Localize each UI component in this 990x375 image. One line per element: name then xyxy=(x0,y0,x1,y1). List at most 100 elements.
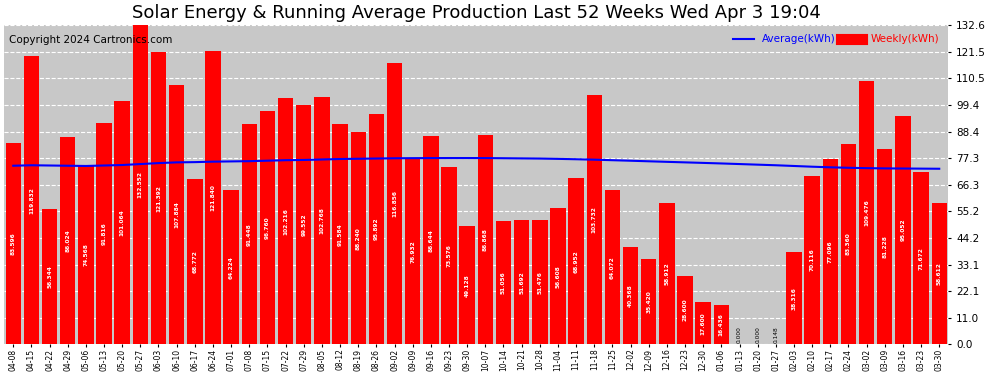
Bar xyxy=(586,94,602,344)
Bar xyxy=(224,190,239,344)
Text: 81.228: 81.228 xyxy=(882,235,887,258)
Text: 121.392: 121.392 xyxy=(156,185,161,212)
Text: 56.608: 56.608 xyxy=(555,265,560,288)
Text: 58.912: 58.912 xyxy=(664,262,669,285)
Bar xyxy=(296,105,312,344)
Text: 132.552: 132.552 xyxy=(138,171,143,198)
Bar xyxy=(932,203,947,344)
Text: 0.000: 0.000 xyxy=(737,326,742,343)
Bar xyxy=(659,202,674,344)
Bar xyxy=(786,252,802,344)
Text: 109.476: 109.476 xyxy=(864,199,869,226)
Text: 68.772: 68.772 xyxy=(192,250,197,273)
Bar xyxy=(423,136,439,344)
Text: 49.128: 49.128 xyxy=(464,274,469,297)
Bar xyxy=(405,159,421,344)
Text: 103.732: 103.732 xyxy=(592,206,597,233)
Text: 95.052: 95.052 xyxy=(901,219,906,241)
Bar xyxy=(187,179,203,344)
Text: 56.344: 56.344 xyxy=(48,265,52,288)
Text: 119.832: 119.832 xyxy=(29,187,34,214)
Bar xyxy=(24,56,40,344)
Bar xyxy=(641,259,656,344)
Bar xyxy=(568,178,584,344)
Bar xyxy=(169,85,184,344)
Bar xyxy=(677,276,693,344)
Bar xyxy=(714,305,729,344)
Bar xyxy=(387,63,402,344)
Text: 0.148: 0.148 xyxy=(773,327,778,343)
Bar xyxy=(623,247,639,344)
Text: 88.240: 88.240 xyxy=(355,227,360,249)
Bar xyxy=(150,52,166,344)
Text: 86.644: 86.644 xyxy=(429,229,434,252)
Bar xyxy=(550,208,565,344)
Bar xyxy=(895,116,911,344)
Text: 51.056: 51.056 xyxy=(501,272,506,294)
Text: 96.760: 96.760 xyxy=(265,217,270,239)
Text: 16.436: 16.436 xyxy=(719,313,724,336)
Bar xyxy=(859,81,874,344)
Bar xyxy=(42,209,57,344)
Text: 86.868: 86.868 xyxy=(483,228,488,251)
Text: 58.612: 58.612 xyxy=(937,262,941,285)
Bar xyxy=(115,101,130,344)
Text: 74.568: 74.568 xyxy=(83,243,88,266)
Bar xyxy=(841,144,856,344)
Bar xyxy=(823,159,838,344)
Bar xyxy=(877,149,893,344)
Bar xyxy=(60,137,75,344)
Text: 83.360: 83.360 xyxy=(846,232,851,255)
Bar xyxy=(205,51,221,344)
Text: 77.096: 77.096 xyxy=(828,240,833,263)
Text: 76.932: 76.932 xyxy=(410,240,415,263)
Text: 0.000: 0.000 xyxy=(755,326,760,343)
Text: 102.768: 102.768 xyxy=(320,207,325,234)
Bar xyxy=(696,302,711,344)
Bar xyxy=(605,190,620,344)
Bar xyxy=(368,114,384,344)
Bar xyxy=(442,167,456,344)
Text: 28.600: 28.600 xyxy=(682,298,687,321)
Text: 91.584: 91.584 xyxy=(338,223,343,246)
Text: 38.316: 38.316 xyxy=(791,287,797,310)
Bar xyxy=(514,220,530,344)
Bar xyxy=(278,98,293,344)
Bar xyxy=(350,132,366,344)
Title: Solar Energy & Running Average Production Last 52 Weeks Wed Apr 3 19:04: Solar Energy & Running Average Productio… xyxy=(132,4,821,22)
Bar xyxy=(78,165,94,344)
Text: 71.672: 71.672 xyxy=(919,247,924,270)
Text: 68.952: 68.952 xyxy=(573,250,578,273)
Text: Copyright 2024 Cartronics.com: Copyright 2024 Cartronics.com xyxy=(9,35,172,45)
Text: 83.596: 83.596 xyxy=(11,232,16,255)
Text: 40.368: 40.368 xyxy=(628,285,633,307)
Bar xyxy=(914,172,929,344)
Text: 102.216: 102.216 xyxy=(283,208,288,235)
Text: 64.224: 64.224 xyxy=(229,256,234,279)
Text: 95.892: 95.892 xyxy=(374,217,379,240)
Bar xyxy=(333,124,347,344)
Bar xyxy=(477,135,493,344)
Text: 99.552: 99.552 xyxy=(301,213,306,236)
Bar xyxy=(314,97,330,344)
Text: 51.476: 51.476 xyxy=(538,271,543,294)
Text: 91.448: 91.448 xyxy=(247,223,251,246)
Text: 116.856: 116.856 xyxy=(392,190,397,217)
Bar xyxy=(805,176,820,344)
Text: 107.884: 107.884 xyxy=(174,201,179,228)
Bar xyxy=(242,124,257,344)
Text: 86.024: 86.024 xyxy=(65,230,70,252)
Bar xyxy=(532,220,547,344)
Text: 51.692: 51.692 xyxy=(519,271,524,294)
Text: 101.064: 101.064 xyxy=(120,209,125,236)
Bar xyxy=(6,143,21,344)
Legend: Average(kWh), Weekly(kWh): Average(kWh), Weekly(kWh) xyxy=(729,30,943,49)
Text: 73.576: 73.576 xyxy=(446,244,451,267)
Text: 35.420: 35.420 xyxy=(646,290,651,313)
Text: 91.816: 91.816 xyxy=(102,222,107,245)
Bar xyxy=(133,25,148,344)
Bar xyxy=(459,226,475,344)
Text: 64.072: 64.072 xyxy=(610,256,615,279)
Text: 17.600: 17.600 xyxy=(701,312,706,334)
Text: 121.840: 121.840 xyxy=(211,184,216,211)
